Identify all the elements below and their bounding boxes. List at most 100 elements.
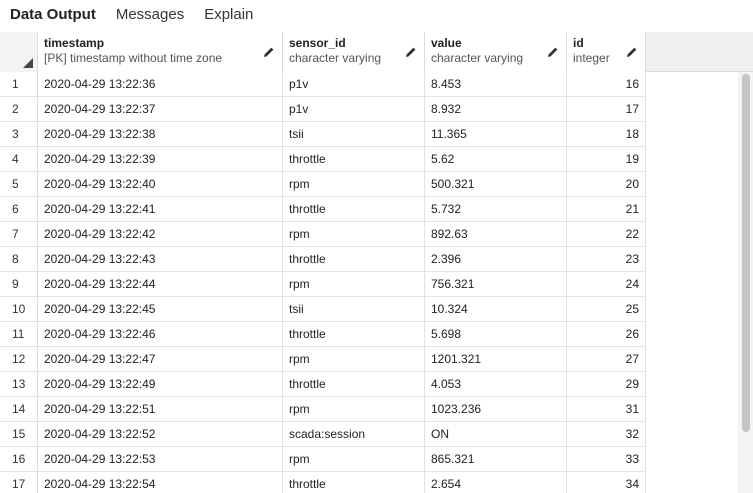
row-number[interactable]: 6 [0, 197, 38, 221]
column-header-id[interactable]: id integer [567, 32, 646, 72]
cell-sensor-id[interactable]: tsii [283, 297, 425, 321]
cell-timestamp[interactable]: 2020-04-29 13:22:45 [38, 297, 283, 321]
table-row[interactable]: 11 2020-04-29 13:22:46 throttle 5.698 26 [0, 322, 646, 347]
cell-timestamp[interactable]: 2020-04-29 13:22:51 [38, 397, 283, 421]
cell-sensor-id[interactable]: throttle [283, 322, 425, 346]
cell-value[interactable]: 4.053 [425, 372, 567, 396]
column-header-value[interactable]: value character varying [425, 32, 567, 72]
cell-sensor-id[interactable]: tsii [283, 122, 425, 146]
cell-sensor-id[interactable]: scada:session [283, 422, 425, 446]
row-number[interactable]: 16 [0, 447, 38, 471]
cell-sensor-id[interactable]: rpm [283, 272, 425, 296]
row-number[interactable]: 1 [0, 72, 38, 96]
cell-timestamp[interactable]: 2020-04-29 13:22:41 [38, 197, 283, 221]
table-row[interactable]: 9 2020-04-29 13:22:44 rpm 756.321 24 [0, 272, 646, 297]
cell-timestamp[interactable]: 2020-04-29 13:22:46 [38, 322, 283, 346]
cell-id[interactable]: 22 [567, 222, 646, 246]
cell-value[interactable]: 2.396 [425, 247, 567, 271]
cell-id[interactable]: 33 [567, 447, 646, 471]
cell-id[interactable]: 29 [567, 372, 646, 396]
row-number[interactable]: 4 [0, 147, 38, 171]
row-number[interactable]: 12 [0, 347, 38, 371]
scrollbar-thumb[interactable] [742, 74, 750, 432]
table-row[interactable]: 6 2020-04-29 13:22:41 throttle 5.732 21 [0, 197, 646, 222]
cell-timestamp[interactable]: 2020-04-29 13:22:39 [38, 147, 283, 171]
cell-value[interactable]: 1023.236 [425, 397, 567, 421]
cell-value[interactable]: 756.321 [425, 272, 567, 296]
column-header-timestamp[interactable]: timestamp [PK] timestamp without time zo… [38, 32, 283, 72]
pencil-icon[interactable] [405, 46, 417, 58]
row-number[interactable]: 13 [0, 372, 38, 396]
table-row[interactable]: 5 2020-04-29 13:22:40 rpm 500.321 20 [0, 172, 646, 197]
cell-timestamp[interactable]: 2020-04-29 13:22:40 [38, 172, 283, 196]
cell-value[interactable]: 5.62 [425, 147, 567, 171]
table-row[interactable]: 2 2020-04-29 13:22:37 p1v 8.932 17 [0, 97, 646, 122]
cell-value[interactable]: 8.453 [425, 72, 567, 96]
cell-timestamp[interactable]: 2020-04-29 13:22:53 [38, 447, 283, 471]
table-row[interactable]: 15 2020-04-29 13:22:52 scada:session ON 32 [0, 422, 646, 447]
table-row[interactable]: 16 2020-04-29 13:22:53 rpm 865.321 33 [0, 447, 646, 472]
cell-value[interactable]: 500.321 [425, 172, 567, 196]
table-row[interactable]: 14 2020-04-29 13:22:51 rpm 1023.236 31 [0, 397, 646, 422]
cell-sensor-id[interactable]: p1v [283, 97, 425, 121]
cell-id[interactable]: 17 [567, 97, 646, 121]
cell-sensor-id[interactable]: throttle [283, 247, 425, 271]
table-row[interactable]: 1 2020-04-29 13:22:36 p1v 8.453 16 [0, 72, 646, 97]
cell-sensor-id[interactable]: rpm [283, 397, 425, 421]
cell-sensor-id[interactable]: throttle [283, 147, 425, 171]
cell-id[interactable]: 21 [567, 197, 646, 221]
cell-sensor-id[interactable]: rpm [283, 447, 425, 471]
pencil-icon[interactable] [263, 46, 275, 58]
cell-sensor-id[interactable]: throttle [283, 372, 425, 396]
cell-timestamp[interactable]: 2020-04-29 13:22:49 [38, 372, 283, 396]
cell-timestamp[interactable]: 2020-04-29 13:22:54 [38, 472, 283, 493]
table-row[interactable]: 13 2020-04-29 13:22:49 throttle 4.053 29 [0, 372, 646, 397]
cell-sensor-id[interactable]: rpm [283, 172, 425, 196]
cell-timestamp[interactable]: 2020-04-29 13:22:38 [38, 122, 283, 146]
row-number[interactable]: 17 [0, 472, 38, 493]
cell-value[interactable]: 1201.321 [425, 347, 567, 371]
cell-id[interactable]: 31 [567, 397, 646, 421]
cell-value[interactable]: 10.324 [425, 297, 567, 321]
pencil-icon[interactable] [547, 46, 559, 58]
cell-id[interactable]: 24 [567, 272, 646, 296]
tab-messages[interactable]: Messages [115, 6, 185, 23]
cell-value[interactable]: 11.365 [425, 122, 567, 146]
table-row[interactable]: 12 2020-04-29 13:22:47 rpm 1201.321 27 [0, 347, 646, 372]
cell-value[interactable]: 8.932 [425, 97, 567, 121]
cell-timestamp[interactable]: 2020-04-29 13:22:52 [38, 422, 283, 446]
cell-id[interactable]: 32 [567, 422, 646, 446]
select-all-corner[interactable] [0, 32, 38, 72]
cell-value[interactable]: 5.698 [425, 322, 567, 346]
cell-sensor-id[interactable]: throttle [283, 197, 425, 221]
cell-id[interactable]: 16 [567, 72, 646, 96]
row-number[interactable]: 5 [0, 172, 38, 196]
cell-timestamp[interactable]: 2020-04-29 13:22:37 [38, 97, 283, 121]
cell-value[interactable]: ON [425, 422, 567, 446]
cell-id[interactable]: 23 [567, 247, 646, 271]
cell-id[interactable]: 25 [567, 297, 646, 321]
tab-explain[interactable]: Explain [204, 6, 254, 23]
cell-value[interactable]: 865.321 [425, 447, 567, 471]
row-number[interactable]: 3 [0, 122, 38, 146]
row-number[interactable]: 10 [0, 297, 38, 321]
row-number[interactable]: 2 [0, 97, 38, 121]
tab-data-output[interactable]: Data Output [10, 6, 96, 23]
cell-id[interactable]: 19 [567, 147, 646, 171]
cell-value[interactable]: 892.63 [425, 222, 567, 246]
row-number[interactable]: 11 [0, 322, 38, 346]
cell-sensor-id[interactable]: throttle [283, 472, 425, 493]
row-number[interactable]: 15 [0, 422, 38, 446]
row-number[interactable]: 14 [0, 397, 38, 421]
cell-id[interactable]: 18 [567, 122, 646, 146]
cell-timestamp[interactable]: 2020-04-29 13:22:36 [38, 72, 283, 96]
cell-value[interactable]: 5.732 [425, 197, 567, 221]
cell-sensor-id[interactable]: rpm [283, 222, 425, 246]
cell-value[interactable]: 2.654 [425, 472, 567, 493]
row-number[interactable]: 8 [0, 247, 38, 271]
cell-sensor-id[interactable]: rpm [283, 347, 425, 371]
cell-timestamp[interactable]: 2020-04-29 13:22:44 [38, 272, 283, 296]
column-header-sensor-id[interactable]: sensor_id character varying [283, 32, 425, 72]
table-row[interactable]: 4 2020-04-29 13:22:39 throttle 5.62 19 [0, 147, 646, 172]
pencil-icon[interactable] [626, 46, 638, 58]
